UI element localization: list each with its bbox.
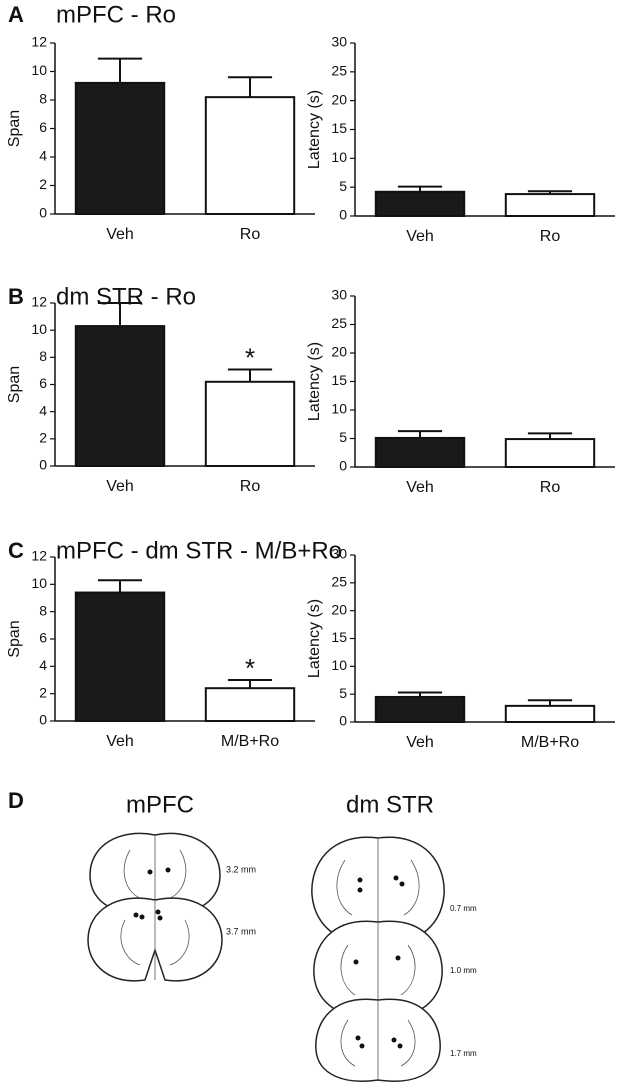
y-axis-label: Span: [6, 110, 23, 147]
y-tick-label: 25: [331, 315, 347, 331]
x-tick-label: Veh: [406, 734, 434, 751]
y-tick-label: 5: [339, 685, 347, 701]
y-axis-label: Latency (s): [306, 90, 323, 169]
panel-label: B: [8, 284, 24, 309]
y-tick-label: 30: [331, 34, 347, 50]
bar: [374, 695, 466, 724]
y-tick-label: 10: [31, 321, 47, 337]
y-tick-label: 10: [331, 149, 347, 165]
dmstr-sections: [311, 836, 445, 1082]
y-tick-label: 0: [39, 712, 47, 728]
y-tick-label: 5: [339, 429, 347, 445]
panel-title: mPFC - Ro: [56, 1, 176, 28]
x-tick-label: Ro: [540, 479, 561, 496]
x-tick-label: M/B+Ro: [221, 733, 279, 750]
level-label: 3.7 mm: [226, 926, 256, 936]
y-tick-label: 25: [331, 574, 347, 590]
bar: [74, 81, 166, 216]
y-tick-label: 12: [31, 548, 47, 564]
bar: [504, 438, 596, 469]
y-tick-label: 12: [31, 294, 47, 310]
y-tick-label: 12: [31, 34, 47, 50]
panel-label: A: [8, 2, 24, 27]
y-tick-label: 5: [339, 178, 347, 194]
y-tick-label: 20: [331, 91, 347, 107]
significance: *: [245, 342, 255, 372]
bar: [74, 591, 166, 722]
level-label: 3.2 mm: [226, 864, 256, 874]
x-tick-label: Veh: [406, 479, 434, 496]
y-tick-label: 2: [39, 684, 47, 700]
bar: [204, 380, 296, 467]
y-tick-label: 10: [31, 62, 47, 78]
y-tick-label: 0: [339, 458, 347, 474]
panel-title: dm STR - Ro: [56, 283, 196, 310]
panel-label: D: [8, 788, 24, 813]
bar: [74, 325, 166, 468]
bar: [204, 96, 296, 215]
y-tick-label: 0: [39, 205, 47, 221]
significance: *: [245, 653, 255, 683]
panel-label: C: [8, 538, 24, 563]
y-tick-label: 0: [39, 457, 47, 473]
y-tick-label: 4: [39, 402, 47, 418]
y-tick-label: 10: [331, 401, 347, 417]
y-axis-label: Span: [6, 366, 23, 403]
y-axis-label: Latency (s): [306, 342, 323, 421]
y-tick-label: 8: [39, 91, 47, 107]
y-tick-label: 10: [331, 657, 347, 673]
y-tick-label: 0: [339, 207, 347, 223]
x-tick-label: Ro: [240, 226, 261, 243]
y-tick-label: 10: [31, 575, 47, 591]
y-tick-label: 25: [331, 63, 347, 79]
y-tick-label: 4: [39, 657, 47, 673]
bar: [504, 193, 596, 218]
level-label: 1.7 mm: [450, 1049, 477, 1058]
y-tick-label: 2: [39, 430, 47, 446]
y-tick-label: 8: [39, 602, 47, 618]
x-tick-label: Veh: [106, 478, 134, 495]
y-tick-label: 15: [331, 629, 347, 645]
x-tick-label: Ro: [540, 228, 561, 245]
panel-title: mPFC - dm STR - M/B+Ro: [56, 537, 342, 564]
y-tick-label: 0: [339, 713, 347, 729]
y-tick-label: 15: [331, 120, 347, 136]
mpfc-sections: [87, 832, 223, 982]
x-tick-label: Ro: [240, 478, 261, 495]
x-tick-label: M/B+Ro: [521, 734, 579, 751]
x-tick-label: Veh: [106, 733, 134, 750]
bar: [504, 704, 596, 724]
y-tick-label: 20: [331, 601, 347, 617]
y-tick-label: 6: [39, 630, 47, 646]
x-tick-label: Veh: [406, 228, 434, 245]
level-label: 0.7 mm: [450, 904, 477, 913]
y-axis-label: Latency (s): [306, 599, 323, 678]
bar: [374, 436, 466, 468]
y-tick-label: 30: [331, 546, 347, 562]
y-tick-label: 20: [331, 344, 347, 360]
y-tick-label: 8: [39, 348, 47, 364]
section-title: mPFC: [126, 791, 194, 818]
level-label: 1.0 mm: [450, 966, 477, 975]
y-tick-label: 6: [39, 119, 47, 135]
section-title: dm STR: [346, 791, 434, 818]
bar: [374, 190, 466, 217]
y-tick-label: 15: [331, 372, 347, 388]
y-tick-label: 6: [39, 375, 47, 391]
y-tick-label: 4: [39, 148, 47, 164]
bar: [204, 687, 296, 723]
x-tick-label: Veh: [106, 226, 134, 243]
y-axis-label: Span: [6, 620, 23, 657]
y-tick-label: 30: [331, 287, 347, 303]
y-tick-label: 2: [39, 176, 47, 192]
